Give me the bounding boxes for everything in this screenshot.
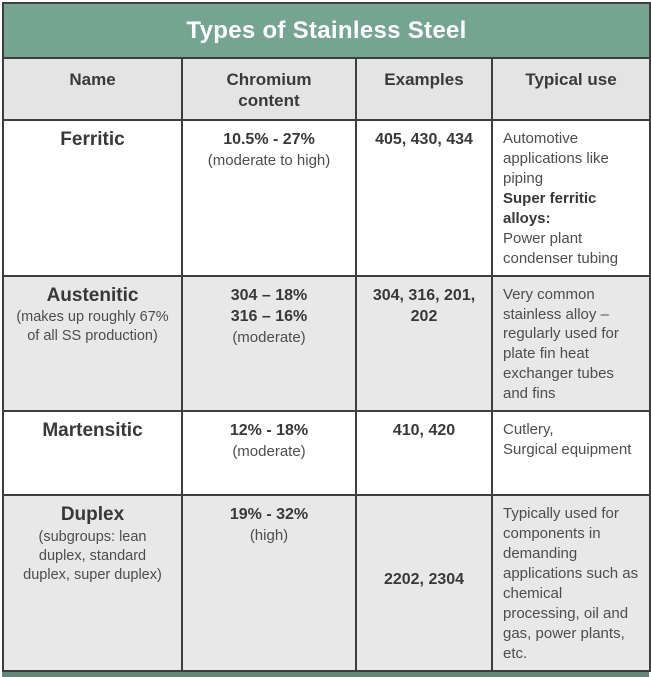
chromium-cell: 12% - 18% (moderate) xyxy=(181,410,357,497)
use-bold-text: Super ferritic alloys: xyxy=(503,189,597,227)
table-row-austenitic: Austenitic (makes up roughly 67% of all … xyxy=(2,274,651,413)
chromium-cell: 10.5% - 27% (moderate to high) xyxy=(181,119,357,277)
chromium-value-2: 316 – 16% xyxy=(230,308,308,326)
typical-use-cell: Cutlery, Surgical equipment xyxy=(490,410,651,497)
name-cell: Austenitic (makes up roughly 67% of all … xyxy=(2,274,183,413)
chromium-cell: 19% - 32% (high) xyxy=(181,494,357,672)
column-header-typical-use: Typical use xyxy=(490,57,651,121)
column-header-row: Name Chromium content Examples Typical u… xyxy=(2,57,651,121)
row-name: Martensitic xyxy=(42,420,143,442)
chromium-value: 19% - 32% xyxy=(229,506,309,524)
column-header-name-label: Name xyxy=(69,70,116,89)
examples-cell: 304, 316, 201, 202 xyxy=(355,274,493,413)
chromium-value: 12% - 18% xyxy=(229,422,309,440)
chromium-note: (moderate to high) xyxy=(207,151,331,169)
use-text: Very common stainless alloy – regularly … xyxy=(503,285,619,403)
chromium-value: 10.5% - 27% xyxy=(223,131,315,148)
column-header-chromium: Chromium content xyxy=(181,57,357,121)
use-text: Typically used for components in demandi… xyxy=(503,505,639,662)
column-header-name: Name xyxy=(2,57,183,121)
examples-value: 405, 430, 434 xyxy=(375,131,473,148)
typical-use-cell: Automotive applications like piping Supe… xyxy=(490,119,651,277)
row-name: Austenitic xyxy=(46,284,139,306)
name-cell: Duplex (subgroups: lean duplex, standard… xyxy=(2,494,183,672)
chromium-note: (moderate) xyxy=(232,328,306,346)
table-row-ferritic: Ferritic 10.5% - 27% (moderate to high) … xyxy=(2,119,651,277)
use-text: Automotive applications like piping xyxy=(503,130,609,187)
column-header-examples-label: Examples xyxy=(384,70,464,89)
column-header-chromium-label: Chromium content xyxy=(226,70,312,111)
chromium-cell: 304 – 18% 316 – 16% (moderate) xyxy=(181,274,357,413)
column-header-examples: Examples xyxy=(355,57,493,121)
table-title: Types of Stainless Steel xyxy=(1,2,651,59)
title-row: Types of Stainless Steel xyxy=(1,2,651,59)
row-name-note: (subgroups: lean duplex, standard duplex… xyxy=(23,528,162,583)
use-text: Cutlery, Surgical equipment xyxy=(503,421,632,459)
name-cell: Martensitic xyxy=(2,410,183,497)
typical-use-cell: Very common stainless alloy – regularly … xyxy=(490,274,651,413)
use-text-after: Power plant condenser tubing xyxy=(503,229,619,267)
row-name: Duplex xyxy=(60,504,125,526)
name-cell: Ferritic xyxy=(2,119,183,277)
examples-cell: 405, 430, 434 xyxy=(355,119,493,277)
examples-cell: 410, 420 xyxy=(355,410,493,497)
examples-value: 2202, 2304 xyxy=(383,571,465,589)
examples-value: 304, 316, 201, 202 xyxy=(372,286,476,326)
typical-use-cell: Typically used for components in demandi… xyxy=(490,494,651,672)
examples-cell: 2202, 2304 xyxy=(355,494,493,672)
row-name-note: (makes up roughly 67% of all SS producti… xyxy=(16,309,169,345)
bottom-green-strip xyxy=(2,671,649,677)
table-row-martensitic: Martensitic 12% - 18% (moderate) 410, 42… xyxy=(2,410,651,497)
chromium-note: (high) xyxy=(249,526,289,544)
examples-value: 410, 420 xyxy=(392,422,456,440)
row-name: Ferritic xyxy=(60,129,125,150)
table-row-duplex: Duplex (subgroups: lean duplex, standard… xyxy=(2,494,651,672)
chromium-value: 304 – 18% xyxy=(230,286,308,304)
column-header-typical-use-label: Typical use xyxy=(525,70,617,89)
chromium-note: (moderate) xyxy=(232,442,306,460)
